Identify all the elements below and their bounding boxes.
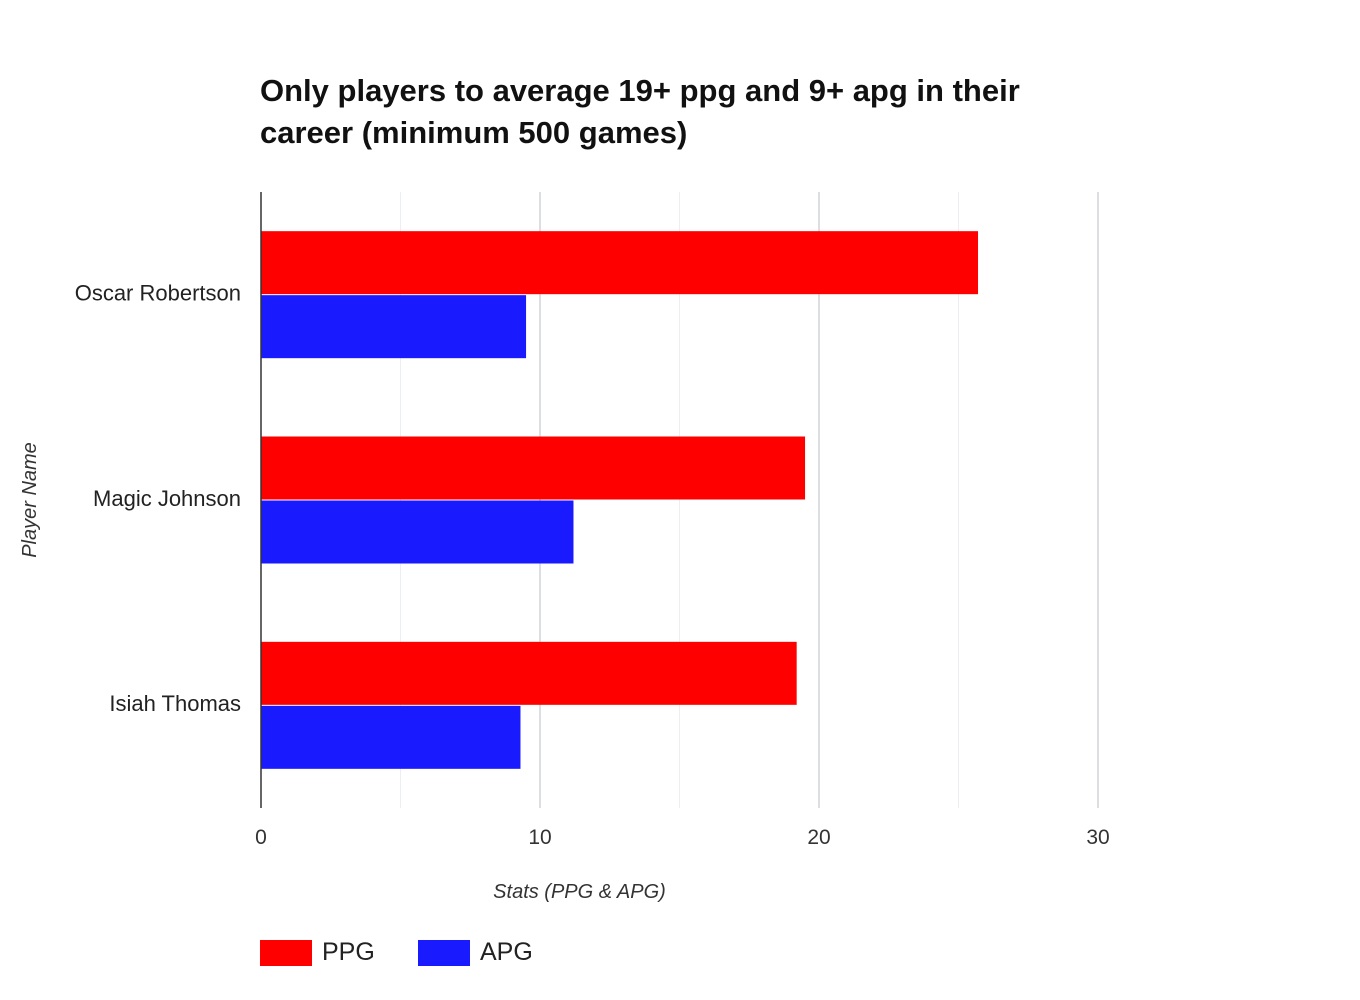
- legend-label: APG: [480, 938, 533, 966]
- legend-swatch: [418, 940, 470, 966]
- x-tick-label: 0: [255, 826, 267, 849]
- legend-item-ppg: PPG: [260, 938, 375, 966]
- x-tick-label: 10: [528, 826, 551, 849]
- legend-swatch: [260, 940, 312, 966]
- category-label: Magic Johnson: [93, 486, 241, 511]
- y-axis-title: Player Name: [19, 442, 41, 558]
- legend: PPG APG: [260, 938, 533, 966]
- grid-lines: [400, 192, 1099, 808]
- bars: [261, 231, 979, 769]
- chart-title: Only players to average 19+ ppg and 9+ a…: [260, 73, 1020, 150]
- bar-apg-magic-johnson: [261, 500, 574, 564]
- bar-ppg-isiah-thomas: [261, 641, 797, 705]
- legend-item-apg: APG: [418, 938, 533, 966]
- x-tick-labels: 0 10 20 30: [255, 826, 1110, 849]
- bar-ppg-oscar-robertson: [261, 231, 979, 295]
- x-axis-title: Stats (PPG & APG): [493, 881, 666, 903]
- bar-apg-isiah-thomas: [261, 705, 521, 769]
- bar-apg-oscar-robertson: [261, 295, 527, 359]
- category-label: Isiah Thomas: [109, 691, 241, 716]
- x-tick-label: 30: [1086, 826, 1109, 849]
- bar-ppg-magic-johnson: [261, 436, 806, 500]
- category-label: Oscar Robertson: [75, 280, 241, 305]
- x-tick-label: 20: [807, 826, 830, 849]
- category-labels: Oscar Robertson Magic Johnson Isiah Thomas: [75, 280, 241, 716]
- legend-label: PPG: [322, 938, 375, 966]
